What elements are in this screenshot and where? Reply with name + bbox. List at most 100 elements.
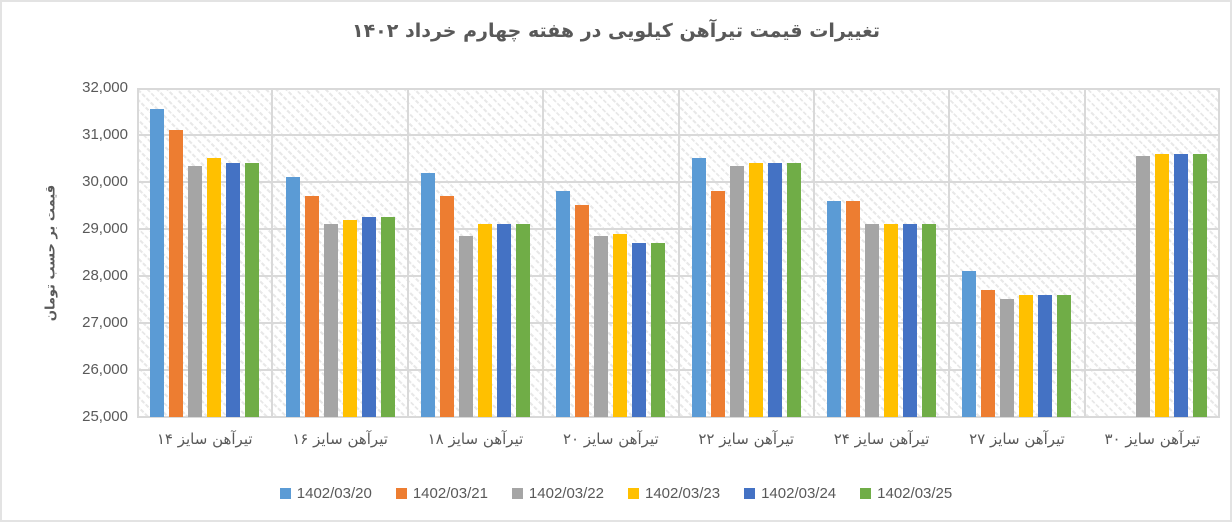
bar-group bbox=[137, 88, 272, 417]
x-axis-label: تیرآهن سایز ۲۷ bbox=[969, 430, 1065, 448]
x-axis-label: تیرآهن سایز ۲۴ bbox=[833, 430, 930, 448]
bar bbox=[1154, 154, 1169, 417]
bars-layer bbox=[137, 88, 1220, 417]
bar bbox=[1135, 156, 1150, 417]
legend-swatch bbox=[279, 488, 291, 499]
y-axis-title: قیمت بر حسب تومان bbox=[43, 184, 59, 322]
y-tick-label: 28,000 bbox=[82, 267, 128, 284]
legend-label: 1402/03/22 bbox=[528, 485, 604, 502]
bar bbox=[922, 224, 937, 417]
bar bbox=[556, 191, 571, 417]
legend-label: 1402/03/20 bbox=[296, 485, 372, 502]
y-tick-label: 27,000 bbox=[82, 314, 128, 331]
legend: 1402/03/20 1402/03/21 1402/03/22 1402/03/23… bbox=[2, 485, 1230, 502]
legend-swatch bbox=[860, 488, 872, 499]
legend-swatch bbox=[628, 488, 639, 499]
x-axis-label: تیرآهن سایز ۱۴ bbox=[156, 430, 253, 448]
bar bbox=[575, 205, 590, 417]
legend-label: 1402/03/21 bbox=[412, 485, 488, 502]
gridline-vertical bbox=[1084, 88, 1086, 417]
y-tick-label: 32,000 bbox=[82, 79, 128, 96]
legend-swatch bbox=[511, 488, 523, 499]
legend-item: 1402/03/20 bbox=[279, 485, 372, 502]
gridline-vertical bbox=[813, 88, 815, 417]
bar bbox=[710, 191, 725, 417]
bar bbox=[594, 236, 609, 417]
bar bbox=[691, 158, 706, 417]
y-tick-label: 30,000 bbox=[82, 173, 128, 190]
gridline-vertical bbox=[678, 88, 680, 417]
gridline-vertical bbox=[137, 88, 139, 417]
y-tick-label: 29,000 bbox=[82, 220, 128, 237]
x-axis-label: تیرآهن سایز ۲۰ bbox=[562, 430, 659, 448]
bar bbox=[458, 236, 473, 417]
bar bbox=[188, 166, 203, 417]
bar-group bbox=[1085, 88, 1220, 417]
bar-group bbox=[408, 88, 543, 417]
gridline-vertical bbox=[271, 88, 273, 417]
bar bbox=[1173, 154, 1188, 417]
bar bbox=[1038, 295, 1053, 417]
x-axis-label: تیرآهن سایز ۱۶ bbox=[292, 430, 388, 448]
bar bbox=[632, 243, 647, 417]
bar bbox=[342, 220, 357, 417]
bar bbox=[786, 163, 801, 417]
x-axis-labels: تیرآهن سایز ۱۴ تیرآهن سایز ۱۶ تیرآهن سایز … bbox=[137, 430, 1220, 448]
bar bbox=[304, 196, 319, 417]
bar-group bbox=[949, 88, 1084, 417]
chart-title: تغییرات قیمت تیرآهن کیلویی در هفته چهارم… bbox=[351, 20, 881, 42]
y-tick-label: 31,000 bbox=[82, 126, 128, 143]
legend-label: 1402/03/24 bbox=[761, 485, 837, 502]
bar bbox=[748, 163, 763, 417]
bar bbox=[245, 163, 260, 417]
bar bbox=[496, 224, 511, 417]
legend-label: 1402/03/23 bbox=[645, 485, 721, 502]
bar bbox=[361, 217, 376, 417]
bar bbox=[515, 224, 530, 417]
gridline-vertical bbox=[407, 88, 409, 417]
bar-group bbox=[679, 88, 814, 417]
bar bbox=[150, 109, 165, 417]
gridline-horizontal bbox=[137, 416, 1220, 418]
gridline-vertical bbox=[542, 88, 544, 417]
bar bbox=[981, 290, 996, 417]
legend-item: 1402/03/23 bbox=[628, 485, 720, 502]
bar bbox=[729, 166, 744, 417]
bar bbox=[613, 234, 628, 417]
gridline-vertical bbox=[948, 88, 950, 417]
legend-swatch bbox=[395, 488, 407, 499]
bar bbox=[380, 217, 395, 417]
plot-area bbox=[137, 88, 1220, 418]
bar bbox=[207, 158, 222, 417]
legend-label: 1402/03/25 bbox=[877, 485, 953, 502]
legend-item: 1402/03/25 bbox=[860, 485, 952, 502]
x-axis-label: تیرآهن سایز ۲۲ bbox=[698, 430, 795, 448]
x-axis-label: تیرآهن سایز ۱۸ bbox=[427, 430, 524, 448]
y-tick-label: 25,000 bbox=[82, 408, 128, 425]
bar bbox=[169, 130, 184, 417]
x-axis-label: تیرآهن سایز ۳۰ bbox=[1104, 430, 1201, 448]
legend-item: 1402/03/21 bbox=[395, 485, 488, 502]
bar-group bbox=[543, 88, 678, 417]
bar bbox=[1057, 295, 1072, 417]
bar bbox=[1192, 154, 1207, 417]
gridline-vertical bbox=[1218, 88, 1220, 417]
bar bbox=[285, 177, 300, 417]
bar-group bbox=[272, 88, 407, 417]
bar bbox=[962, 271, 977, 417]
bar bbox=[767, 163, 782, 417]
bar bbox=[884, 224, 899, 417]
bar bbox=[477, 224, 492, 417]
bar bbox=[903, 224, 918, 417]
bar bbox=[420, 173, 435, 417]
bar bbox=[1019, 295, 1034, 417]
bar bbox=[1000, 299, 1015, 417]
bar bbox=[865, 224, 880, 417]
bar bbox=[323, 224, 338, 417]
bar bbox=[226, 163, 241, 417]
y-tick-label: 26,000 bbox=[82, 361, 128, 378]
legend-item: 1402/03/22 bbox=[511, 485, 604, 502]
legend-item: 1402/03/24 bbox=[744, 485, 836, 502]
bar bbox=[827, 201, 842, 417]
